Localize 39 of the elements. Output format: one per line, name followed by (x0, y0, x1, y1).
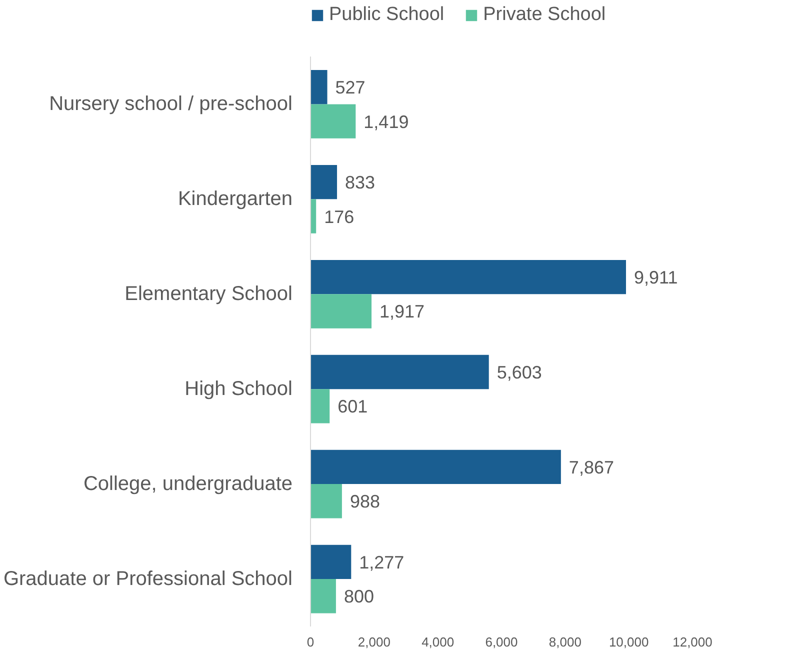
data-label: 800 (344, 586, 374, 607)
data-label: 1,277 (359, 552, 404, 572)
y-tick-label: College, undergraduate (83, 473, 293, 496)
y-tick-label: High School (184, 378, 292, 400)
data-label: 5,603 (496, 362, 542, 382)
bar (310, 389, 330, 424)
data-label: 601 (338, 396, 368, 417)
data-label: 988 (350, 492, 380, 512)
bar (310, 544, 352, 580)
bar (310, 450, 561, 484)
y-tick-label: Graduate or Professional School (3, 568, 293, 590)
bar (310, 294, 372, 328)
data-label: 527 (335, 78, 366, 98)
bar (310, 164, 338, 200)
data-label: 833 (345, 172, 376, 193)
bar (310, 260, 626, 294)
y-tick-label: Kindergarten (178, 188, 293, 210)
bar (310, 579, 336, 614)
data-label: 176 (324, 206, 354, 227)
bar (310, 70, 328, 104)
x-tick-label: 2,000 (358, 634, 390, 650)
x-tick-label: 6,000 (485, 634, 518, 650)
data-label: 1,917 (380, 302, 425, 322)
x-tick-label: 10,000 (608, 634, 649, 650)
bar (310, 354, 489, 390)
legend-label: Public School (329, 4, 444, 26)
bar (310, 199, 316, 234)
data-label: 7,867 (568, 457, 614, 478)
legend-label: Private School (483, 4, 606, 26)
y-tick-label: Elementary School (124, 283, 293, 306)
x-tick-label: 8,000 (548, 634, 582, 650)
x-tick-label: 4,000 (422, 634, 454, 650)
x-tick-label: 0 (306, 634, 314, 650)
y-tick-label: Nursery school / pre-school (49, 93, 293, 116)
bar (310, 104, 356, 138)
data-label: 9,911 (634, 268, 678, 288)
bar (310, 484, 342, 518)
x-tick-label: 12,000 (672, 634, 712, 650)
data-label: 1,419 (364, 112, 409, 132)
